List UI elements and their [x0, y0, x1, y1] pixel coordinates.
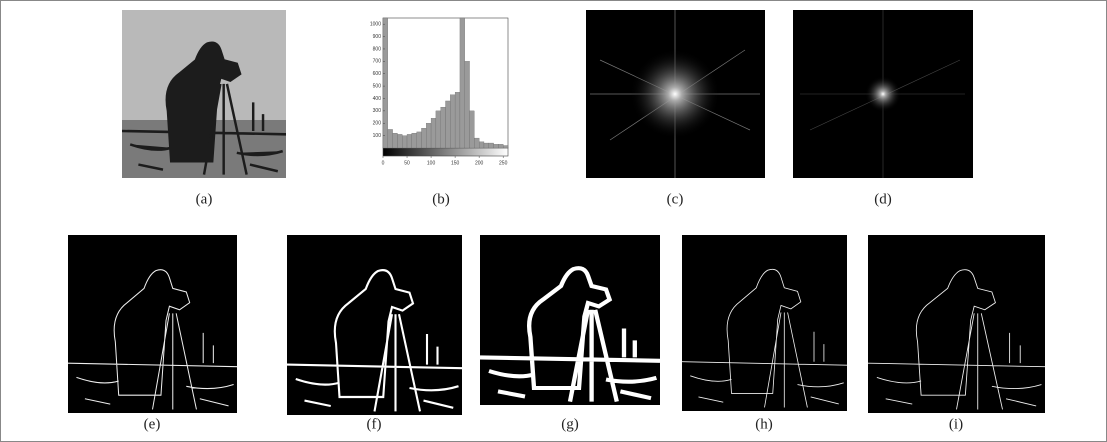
image-g	[480, 235, 660, 405]
caption: (e)	[144, 416, 161, 432]
histogram-bar	[426, 123, 431, 148]
histogram-bar	[498, 144, 503, 148]
caption: (h)	[755, 416, 773, 432]
caption: (g)	[561, 416, 579, 432]
x-tick-label: 200	[475, 160, 484, 166]
y-tick-label: 600	[373, 71, 382, 77]
x-tick-label: 100	[427, 160, 436, 166]
y-tick-label: 700	[373, 59, 382, 65]
histogram-bar	[431, 118, 436, 148]
y-tick-label: 100	[373, 133, 382, 139]
caption: (a)	[196, 191, 213, 207]
histogram-bar	[441, 107, 446, 148]
histogram-bar	[417, 132, 422, 148]
histogram-bar	[383, 18, 388, 148]
histogram-bar	[503, 146, 508, 148]
caption: (f)	[367, 416, 382, 432]
x-tick-label: 150	[451, 160, 460, 166]
y-tick-label: 900	[373, 34, 382, 40]
caption: (b)	[432, 191, 450, 207]
histogram-bar	[489, 143, 494, 148]
image-c	[586, 10, 765, 178]
histogram-bar	[484, 143, 489, 148]
image-f	[287, 235, 462, 415]
x-tick-label: 250	[499, 160, 508, 166]
histogram-bar	[465, 61, 470, 148]
histogram-bar	[397, 134, 402, 148]
caption: (i)	[949, 416, 963, 432]
histogram-bar	[393, 133, 398, 148]
histogram-bar	[421, 128, 426, 148]
histogram-bar	[460, 18, 465, 148]
y-tick-label: 400	[373, 96, 382, 102]
y-tick-label: 300	[373, 108, 382, 114]
histogram-bar	[436, 111, 441, 148]
histogram-bar	[407, 134, 412, 148]
histogram-bar	[479, 142, 484, 148]
image-a	[122, 10, 286, 178]
y-tick-label: 800	[373, 46, 382, 52]
histogram-bar	[470, 111, 475, 148]
y-tick-label: 500	[373, 83, 382, 89]
x-tick-label: 50	[404, 160, 410, 166]
figure: 100 200 300 400 500 600 700 800 900 1000 0 50 100 150…	[0, 0, 1107, 442]
caption: (c)	[667, 191, 684, 207]
image-h	[682, 235, 847, 411]
image-e	[68, 235, 237, 413]
histogram-bar	[455, 92, 460, 148]
histogram-bar	[388, 129, 393, 148]
histogram-bar	[494, 144, 499, 148]
histogram-bar	[446, 101, 451, 148]
caption: (d)	[874, 191, 892, 207]
image-i	[868, 235, 1045, 413]
x-tick-label: 0	[382, 160, 385, 166]
y-tick-label: 200	[373, 121, 382, 127]
histogram-bar	[402, 136, 407, 148]
histogram-bar	[412, 133, 417, 148]
histogram: 100 200 300 400 500 600 700 800 900 1000 0 50 100 150…	[370, 18, 508, 166]
histogram-bar	[450, 95, 455, 148]
image-d	[793, 10, 973, 178]
histogram-bar	[474, 138, 479, 148]
y-tick-label: 1000	[370, 22, 381, 28]
